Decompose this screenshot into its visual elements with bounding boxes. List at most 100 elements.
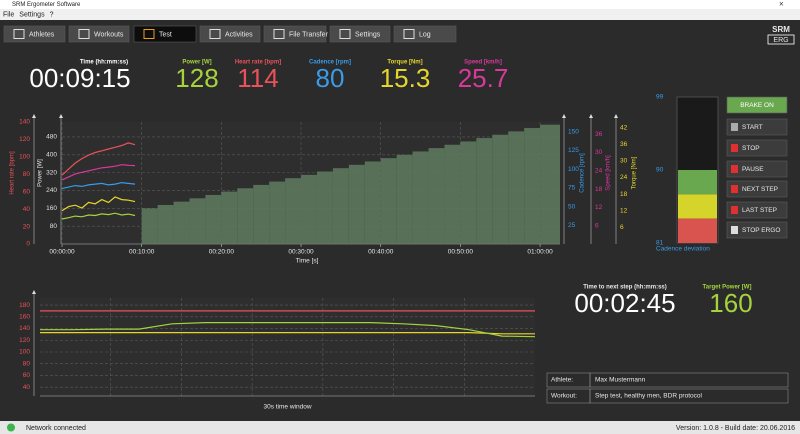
y-tick-label: 18 [595, 186, 603, 193]
y-tick-label: 36 [595, 131, 603, 138]
target-step [157, 204, 174, 244]
axis-arrow [589, 114, 593, 118]
y-tick-label: 120 [19, 337, 30, 344]
logo-bottom: ERG [773, 37, 788, 44]
control-button[interactable] [726, 160, 788, 178]
data-line [61, 196, 136, 212]
network-indicator [7, 423, 15, 432]
version: Version: 1.0.8 - Build date: 20.06.2016 [676, 425, 795, 432]
x-tick-label: 00:20:00 [209, 249, 235, 256]
tab-label: Workouts [94, 31, 124, 38]
y-tick-label: 12 [620, 207, 628, 214]
data-line [61, 181, 136, 190]
y-tick-label: 20 [23, 223, 31, 230]
y-tick-label: 42 [620, 124, 628, 131]
button-icon [731, 206, 738, 214]
tab-icon [403, 29, 415, 39]
close-button[interactable]: × [779, 0, 784, 9]
y-tick-label: 40 [23, 384, 31, 391]
button-icon [731, 144, 738, 152]
y-tick-label: 36 [620, 141, 628, 148]
gauge-tick-label: 99 [656, 94, 664, 101]
y-tick-label: 80 [23, 360, 31, 367]
y-tick-label: 18 [620, 191, 628, 198]
y-tick-label: 6 [595, 222, 599, 229]
target-step [141, 208, 158, 244]
metric-value: 80 [316, 63, 345, 93]
info-value-box [589, 372, 789, 388]
menu-item[interactable]: File [3, 11, 14, 18]
axis-arrow [614, 114, 618, 118]
target-step [508, 131, 525, 244]
target-step [301, 174, 317, 244]
control-button[interactable] [726, 201, 788, 219]
title-bar [0, 0, 800, 9]
window-title: SRM Ergometer Software [12, 2, 81, 8]
menu-item[interactable]: Settings [19, 11, 45, 18]
control-button[interactable] [726, 180, 788, 198]
control-button[interactable] [726, 96, 788, 114]
control-button[interactable] [726, 221, 788, 239]
target-step [332, 168, 349, 244]
target-step [412, 151, 429, 244]
button-label: STOP ERGO [742, 227, 780, 234]
status-bar [0, 421, 800, 434]
tab-label: File Transfer [289, 31, 329, 38]
button-icon [731, 226, 738, 234]
y-axis-label: Cadence [rpm] [580, 153, 586, 193]
y-tick-label: 50 [568, 203, 576, 210]
metric-value: 25.7 [458, 63, 509, 93]
target-step [285, 178, 302, 244]
metric-label: Time (hh:mm:ss) [80, 60, 128, 66]
x-tick-label: 00:30:00 [288, 249, 314, 256]
tab-label: Settings [355, 31, 381, 38]
next-step-value: 00:02:45 [574, 288, 675, 318]
metric-value: 128 [175, 63, 218, 93]
x-tick-label: 01:00:00 [527, 249, 553, 256]
target-step [269, 181, 286, 244]
data-line [40, 332, 535, 335]
tab-icon [143, 29, 155, 39]
tab-label: Test [159, 31, 172, 38]
metric-label: Speed [km/h] [464, 60, 502, 66]
y-tick-label: 240 [46, 187, 57, 194]
x-tick-label: 00:10:00 [129, 249, 155, 256]
tab-label: Athletes [29, 31, 55, 38]
target-step [205, 194, 222, 244]
y-tick-label: 40 [23, 206, 31, 213]
control-button[interactable] [726, 118, 788, 136]
target-step [348, 164, 365, 244]
data-line [40, 322, 536, 338]
target-power-label: Target Power [W] [703, 285, 752, 291]
logo-top: SRM [772, 25, 790, 34]
y-axis-label: Power [W] [38, 159, 44, 187]
y-tick-label: 140 [19, 119, 30, 126]
tab-label: Log [419, 31, 431, 38]
button-label: PAUSE [742, 166, 764, 173]
menu-item[interactable]: ? [50, 11, 54, 18]
tab-icon [209, 29, 221, 39]
target-step [396, 154, 413, 244]
y-tick-label: 125 [568, 147, 579, 154]
tab-icon [78, 29, 90, 39]
button-label: START [742, 124, 763, 131]
target-step [460, 141, 477, 244]
axis-arrow [562, 114, 566, 118]
metric-label: Cadence [rpm] [309, 60, 351, 66]
tab-icon [339, 29, 351, 39]
x-axis-label: Time [s] [296, 258, 319, 265]
y-tick-label: 120 [19, 136, 30, 143]
gauge-tick-label: 81 [656, 240, 664, 247]
y-tick-label: 140 [19, 325, 30, 332]
y-tick-label: 24 [620, 174, 628, 181]
x-axis-label: 30s time window [263, 404, 311, 411]
control-button[interactable] [726, 139, 788, 157]
info-label: Athlete: [551, 377, 573, 384]
target-step [189, 198, 206, 244]
metric-value: 15.3 [380, 63, 431, 93]
y-tick-label: 100 [568, 166, 579, 173]
y-tick-label: 24 [595, 168, 603, 175]
axis-arrow [59, 114, 63, 118]
